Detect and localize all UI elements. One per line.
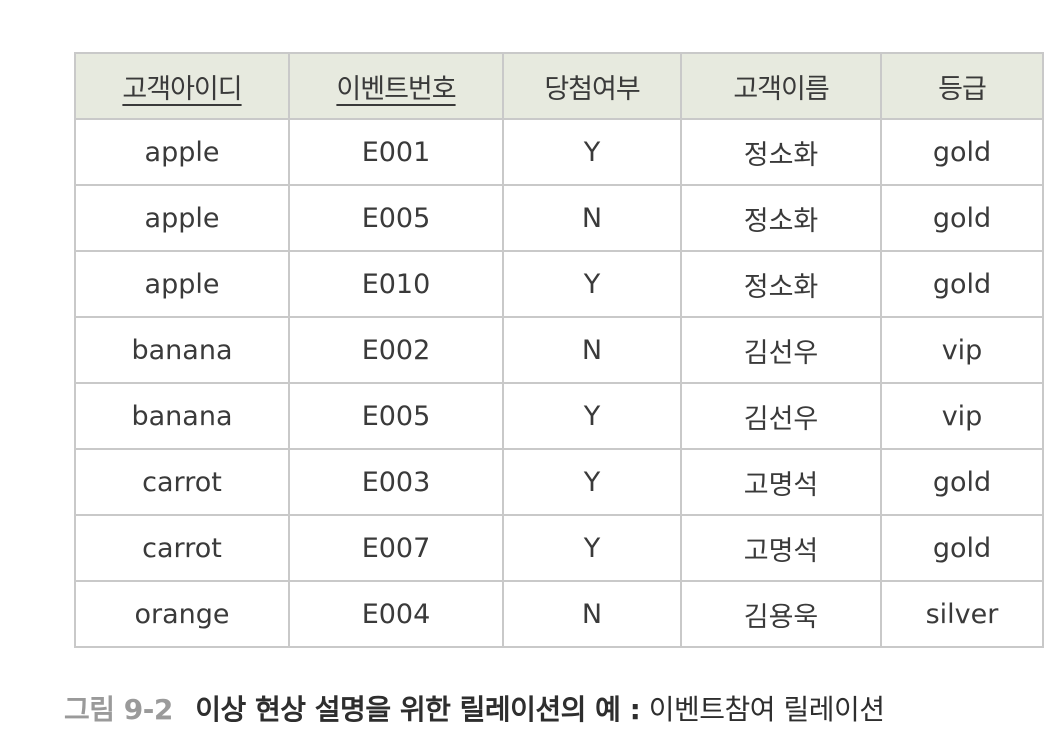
table-row: banana E005 Y 김선우 vip <box>74 382 1044 450</box>
table-cell: E007 <box>288 514 504 582</box>
table-cell: E005 <box>288 184 504 252</box>
table-cell: Y <box>502 514 682 582</box>
table-cell: gold <box>880 250 1044 318</box>
table-cell: carrot <box>74 448 290 516</box>
table-row: apple E010 Y 정소화 gold <box>74 250 1044 318</box>
table-cell: gold <box>880 118 1044 186</box>
table-cell: banana <box>74 316 290 384</box>
table-cell: E004 <box>288 580 504 648</box>
table-cell: vip <box>880 316 1044 384</box>
column-header-grade: 등급 <box>880 52 1044 120</box>
table-cell: 정소화 <box>680 184 882 252</box>
table-cell: N <box>502 580 682 648</box>
table-cell: apple <box>74 250 290 318</box>
column-header-winning-status: 당첨여부 <box>502 52 682 120</box>
table-cell: 정소화 <box>680 118 882 186</box>
table-cell: N <box>502 316 682 384</box>
column-header-customer-name: 고객이름 <box>680 52 882 120</box>
table-cell: gold <box>880 184 1044 252</box>
table-cell: N <box>502 184 682 252</box>
table-cell: E005 <box>288 382 504 450</box>
table-cell: Y <box>502 448 682 516</box>
table-cell: 김선우 <box>680 316 882 384</box>
table-cell: vip <box>880 382 1044 450</box>
table-cell: Y <box>502 118 682 186</box>
table-cell: 김용욱 <box>680 580 882 648</box>
table-cell: Y <box>502 250 682 318</box>
table-cell: E001 <box>288 118 504 186</box>
table-cell: orange <box>74 580 290 648</box>
table-cell: banana <box>74 382 290 450</box>
table-cell: E003 <box>288 448 504 516</box>
table-cell: 고명석 <box>680 448 882 516</box>
table-cell: 정소화 <box>680 250 882 318</box>
header-row: 고객아이디 이벤트번호 당첨여부 고객이름 등급 <box>74 52 1044 120</box>
table-row: apple E001 Y 정소화 gold <box>74 118 1044 186</box>
table-cell: silver <box>880 580 1044 648</box>
table-cell: E010 <box>288 250 504 318</box>
table-cell: Y <box>502 382 682 450</box>
table-cell: 김선우 <box>680 382 882 450</box>
table-cell: 고명석 <box>680 514 882 582</box>
figure-number: 그림 9-2 <box>64 693 173 726</box>
figure-relation-name: 이벤트참여 릴레이션 <box>648 693 885 726</box>
column-header-customer-id: 고객아이디 <box>74 52 290 120</box>
relation-figure: 고객아이디 이벤트번호 당첨여부 고객이름 등급 apple E001 Y 정소… <box>74 52 1044 648</box>
table-cell: gold <box>880 448 1044 516</box>
table-row: orange E004 N 김용욱 silver <box>74 580 1044 648</box>
figure-caption: 그림 9-2 이상 현상 설명을 위한 릴레이션의 예 : 이벤트참여 릴레이션 <box>64 688 885 728</box>
table-cell: carrot <box>74 514 290 582</box>
column-header-event-number: 이벤트번호 <box>288 52 504 120</box>
table-row: carrot E007 Y 고명석 gold <box>74 514 1044 582</box>
table-row: carrot E003 Y 고명석 gold <box>74 448 1044 516</box>
table-cell: gold <box>880 514 1044 582</box>
table-cell: E002 <box>288 316 504 384</box>
table-cell: apple <box>74 118 290 186</box>
table-row: apple E005 N 정소화 gold <box>74 184 1044 252</box>
table-cell: apple <box>74 184 290 252</box>
table-row: banana E002 N 김선우 vip <box>74 316 1044 384</box>
event-participation-table: 고객아이디 이벤트번호 당첨여부 고객이름 등급 apple E001 Y 정소… <box>74 52 1044 648</box>
figure-title: 이상 현상 설명을 위한 릴레이션의 예 : <box>195 693 641 726</box>
